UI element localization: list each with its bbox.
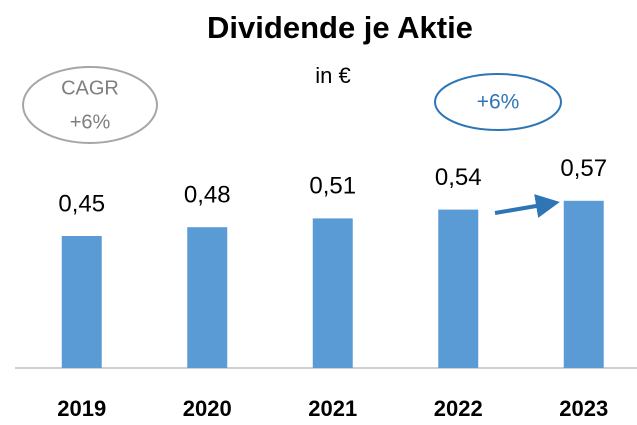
cagr-label: CAGR: [61, 77, 119, 99]
bar: [563, 200, 604, 368]
value-label: 0,48: [184, 182, 231, 209]
cagr-value: +6%: [70, 111, 111, 133]
chart-title: Dividende je Aktie: [207, 10, 473, 45]
cagr-ellipse: [22, 66, 158, 144]
growth-ellipse: [434, 73, 562, 131]
value-label: 0,54: [435, 164, 482, 191]
x-tick-label: 2021: [308, 396, 357, 421]
x-tick-label: 2022: [434, 396, 483, 421]
growth-label: +6%: [477, 91, 520, 114]
growth-arrow: [494, 194, 560, 218]
x-tick-label: 2023: [559, 396, 608, 421]
value-label: 0,51: [309, 173, 356, 200]
value-label: 0,45: [58, 190, 105, 217]
bar: [438, 209, 479, 368]
x-tick-label: 2020: [183, 396, 232, 421]
bar: [312, 218, 353, 368]
x-tick-label: 2019: [57, 396, 106, 421]
value-label: 0,57: [560, 155, 607, 182]
bar: [61, 236, 102, 368]
chart-subtitle: in €: [315, 63, 350, 88]
bar: [187, 227, 228, 368]
